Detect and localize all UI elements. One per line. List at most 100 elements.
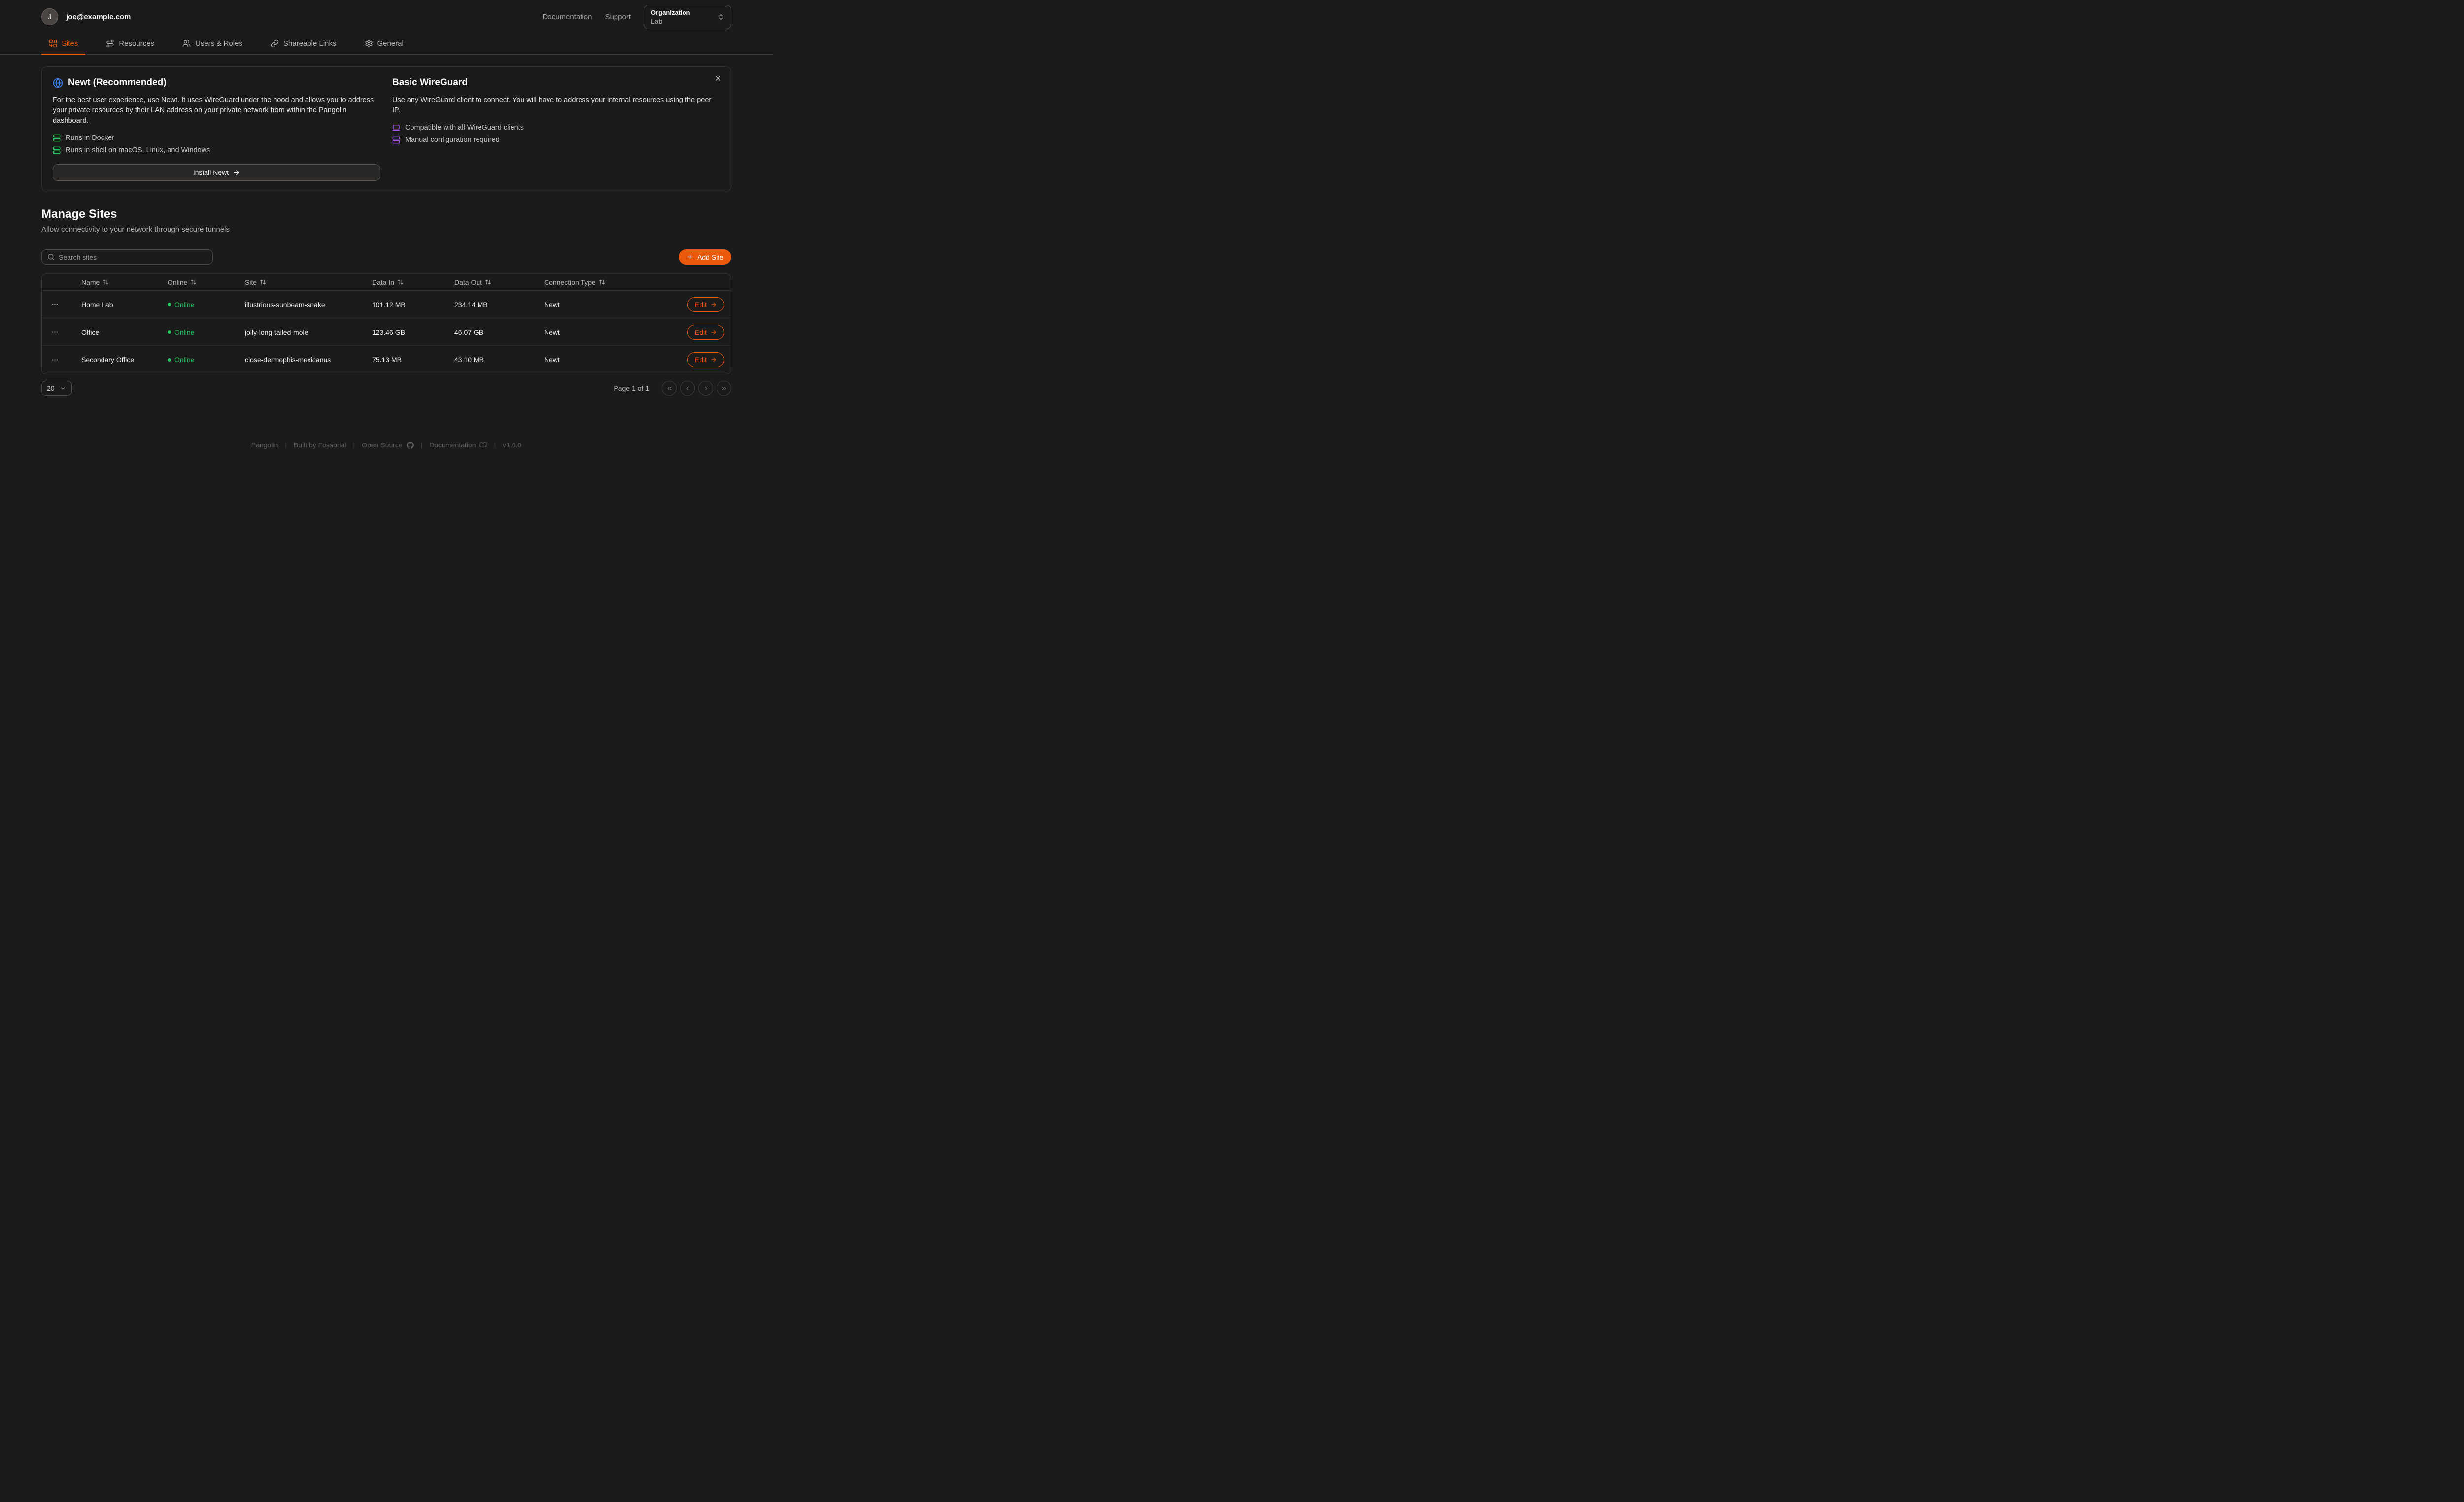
column-header-connection-type-label: Connection Type — [544, 278, 596, 286]
chevron-right-icon — [703, 385, 709, 392]
server-icon — [392, 136, 400, 144]
site-name: Secondary Office — [81, 356, 135, 364]
newt-description: For the best user experience, use Newt. … — [53, 96, 374, 125]
online-dot-icon — [168, 330, 171, 334]
gear-icon — [365, 39, 373, 48]
last-page-button[interactable] — [717, 381, 731, 396]
tab-sites-label: Sites — [62, 39, 78, 48]
column-header-online-label: Online — [168, 278, 188, 286]
connection-type-value: Newt — [544, 328, 560, 336]
ellipsis-icon — [52, 331, 58, 333]
previous-page-button[interactable] — [680, 381, 695, 396]
sites-table: Name Online Site Data In Data Out Connec… — [41, 273, 731, 375]
footer-open-source-link[interactable]: Open Source — [362, 441, 414, 449]
footer-open-source-label: Open Source — [362, 441, 403, 449]
add-site-button[interactable]: Add Site — [679, 249, 731, 265]
organization-picker-label: Organization — [651, 8, 690, 16]
install-newt-label: Install Newt — [193, 169, 229, 177]
plus-icon — [686, 253, 694, 261]
edit-site-button[interactable]: Edit — [687, 297, 724, 312]
avatar-initial: J — [48, 13, 52, 21]
tab-shareable-links[interactable]: Shareable Links — [263, 34, 344, 55]
connection-type-value: Newt — [544, 300, 560, 308]
footer-separator: | — [353, 441, 355, 449]
footer-documentation-link[interactable]: Documentation — [429, 441, 487, 449]
arrow-right-icon — [710, 356, 717, 363]
user-avatar[interactable]: J — [41, 8, 58, 25]
site-name: Home Lab — [81, 300, 113, 308]
newt-feature-shell-label: Runs in shell on macOS, Linux, and Windo… — [66, 146, 210, 155]
nav-documentation-link[interactable]: Documentation — [542, 12, 592, 21]
organization-picker[interactable]: Organization Lab — [644, 4, 731, 29]
sort-icon — [103, 279, 109, 285]
page-info: Page 1 of 1 — [614, 384, 649, 393]
column-header-name-label: Name — [81, 278, 100, 286]
server-icon — [53, 134, 61, 142]
footer-separator: | — [285, 441, 287, 449]
status-label: Online — [174, 328, 195, 336]
edit-label: Edit — [694, 356, 707, 364]
page-title: Manage Sites — [41, 207, 117, 221]
ellipsis-icon — [52, 304, 58, 305]
page-size-select[interactable]: 20 — [41, 381, 72, 396]
status-label: Online — [174, 356, 195, 364]
footer-separator: | — [494, 441, 496, 449]
pagination-bar: 20 Page 1 of 1 — [41, 381, 731, 396]
nav-support-link[interactable]: Support — [605, 12, 631, 21]
column-header-site[interactable]: Site — [233, 278, 360, 286]
tab-resources[interactable]: Resources — [99, 34, 162, 55]
tab-resources-label: Resources — [119, 39, 155, 48]
data-out-value: 234.14 MB — [454, 300, 488, 308]
column-header-data-out-label: Data Out — [454, 278, 482, 286]
row-actions-menu-button[interactable] — [42, 346, 68, 374]
sites-toolbar: Add Site — [41, 249, 731, 265]
chevrons-left-icon — [666, 385, 673, 392]
column-header-name[interactable]: Name — [68, 278, 156, 286]
close-icon[interactable] — [713, 73, 723, 83]
first-page-button[interactable] — [662, 381, 677, 396]
chevrons-right-icon — [721, 385, 727, 392]
wireguard-description: Use any WireGuard client to connect. You… — [392, 96, 712, 115]
link-icon — [271, 39, 279, 48]
column-header-connection-type[interactable]: Connection Type — [524, 278, 665, 286]
next-page-button[interactable] — [698, 381, 713, 396]
footer-built-by-link[interactable]: Built by Fossorial — [293, 441, 346, 449]
install-newt-button[interactable]: Install Newt — [53, 164, 380, 181]
newt-feature-docker-label: Runs in Docker — [66, 134, 115, 142]
status-badge: Online — [168, 356, 233, 364]
tab-sites[interactable]: Sites — [41, 34, 86, 55]
tab-users-roles[interactable]: Users & Roles — [175, 34, 250, 55]
user-email: joe@example.com — [66, 12, 131, 21]
route-icon — [106, 39, 114, 48]
column-header-data-in[interactable]: Data In — [360, 278, 442, 286]
tab-shareable-links-label: Shareable Links — [283, 39, 337, 48]
sort-icon — [397, 279, 404, 285]
onboarding-card: Newt (Recommended) For the best user exp… — [41, 66, 731, 193]
sort-icon — [260, 279, 266, 285]
status-badge: Online — [168, 301, 233, 308]
table-header-row: Name Online Site Data In Data Out Connec… — [42, 274, 731, 291]
data-out-value: 46.07 GB — [454, 328, 484, 336]
site-slug: illustrious-sunbeam-snake — [245, 300, 325, 308]
row-actions-menu-button[interactable] — [42, 318, 68, 345]
edit-site-button[interactable]: Edit — [687, 352, 724, 368]
sort-icon — [190, 279, 197, 285]
tab-general[interactable]: General — [357, 34, 411, 55]
data-out-value: 43.10 MB — [454, 356, 484, 364]
github-icon — [406, 441, 414, 449]
status-badge: Online — [168, 328, 233, 336]
column-header-online[interactable]: Online — [156, 278, 233, 286]
row-actions-menu-button[interactable] — [42, 291, 68, 318]
column-header-data-out[interactable]: Data Out — [442, 278, 524, 286]
footer-documentation-label: Documentation — [429, 441, 476, 449]
tab-general-label: General — [377, 39, 404, 48]
column-header-site-label: Site — [245, 278, 257, 286]
page-size-value: 20 — [47, 384, 55, 393]
footer-separator: | — [420, 441, 423, 449]
edit-site-button[interactable]: Edit — [687, 324, 724, 340]
search-input[interactable] — [59, 253, 207, 261]
connection-type-value: Newt — [544, 356, 560, 364]
online-dot-icon — [168, 303, 171, 307]
arrow-right-icon — [710, 301, 717, 308]
data-in-value: 75.13 MB — [372, 356, 402, 364]
